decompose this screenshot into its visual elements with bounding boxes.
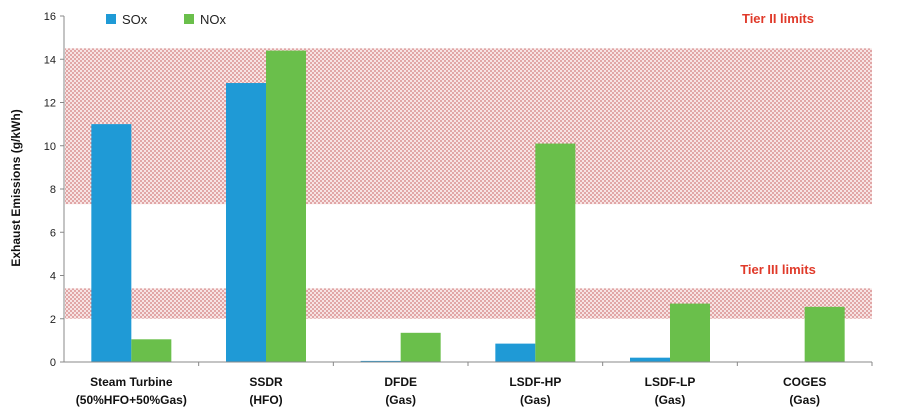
- legend-swatch-nox: [184, 14, 194, 24]
- band-labels: Tier II limits Tier III limits: [740, 11, 816, 277]
- category-label-2-line-1: (Gas): [385, 393, 416, 407]
- limit-band-1: [65, 288, 872, 319]
- category-label-1-line-1: (HFO): [249, 393, 282, 407]
- y-axis-title: Exhaust Emissions (g/kWh): [9, 109, 23, 266]
- legend-label-nox: NOx: [200, 12, 227, 27]
- y-tick-label: 4: [50, 271, 56, 283]
- legend-label-sox: SOx: [122, 12, 148, 27]
- legend: SOx NOx: [106, 12, 227, 27]
- bar-sox-2: [360, 360, 401, 362]
- bar-nox-1: [266, 50, 306, 362]
- y-tick-label: 0: [50, 357, 56, 369]
- y-tick-label: 16: [44, 11, 56, 23]
- bars: [91, 50, 873, 366]
- bar-sox-1: [226, 83, 266, 362]
- category-label-0-line-1: (50%HFO+50%Gas): [76, 393, 187, 407]
- category-label-3-line-0: LSDF-HP: [509, 375, 561, 389]
- bar-sox-4: [630, 357, 670, 362]
- category-label-1-line-0: SSDR: [249, 375, 283, 389]
- y-tick-label: 12: [44, 98, 56, 110]
- y-tick-label: 8: [50, 184, 56, 196]
- bar-nox-2: [400, 332, 441, 362]
- y-tick-label: 6: [50, 227, 56, 239]
- category-label-5-line-0: COGES: [783, 375, 826, 389]
- bar-nox-5: [804, 306, 845, 362]
- y-tick-label: 14: [44, 54, 56, 66]
- category-label-2-line-0: DFDE: [384, 375, 417, 389]
- limit-bands: [65, 48, 872, 319]
- limit-band-0: [65, 48, 872, 205]
- band-label-0: Tier II limits: [742, 11, 814, 26]
- legend-swatch-sox: [106, 14, 116, 24]
- bar-nox-3: [535, 143, 576, 362]
- y-tick-labels: 0 2 4 6 8 10 12 14 16: [44, 11, 64, 369]
- category-label-4-line-0: LSDF-LP: [645, 375, 696, 389]
- category-label-5-line-1: (Gas): [789, 393, 820, 407]
- x-category-labels: Steam Turbine (50%HFO+50%Gas) SSDR (HFO) DFD…: [76, 375, 827, 407]
- bar-sox-0: [91, 124, 132, 362]
- band-label-1: Tier III limits: [740, 262, 816, 277]
- bar-nox-4: [670, 303, 710, 362]
- y-tick-label: 10: [44, 141, 56, 153]
- bar-sox-3: [495, 343, 536, 362]
- category-label-4-line-1: (Gas): [655, 393, 686, 407]
- category-label-3-line-1: (Gas): [520, 393, 551, 407]
- y-tick-label: 2: [50, 314, 56, 326]
- bar-nox-0: [131, 339, 172, 362]
- category-label-0-line-0: Steam Turbine: [90, 375, 173, 389]
